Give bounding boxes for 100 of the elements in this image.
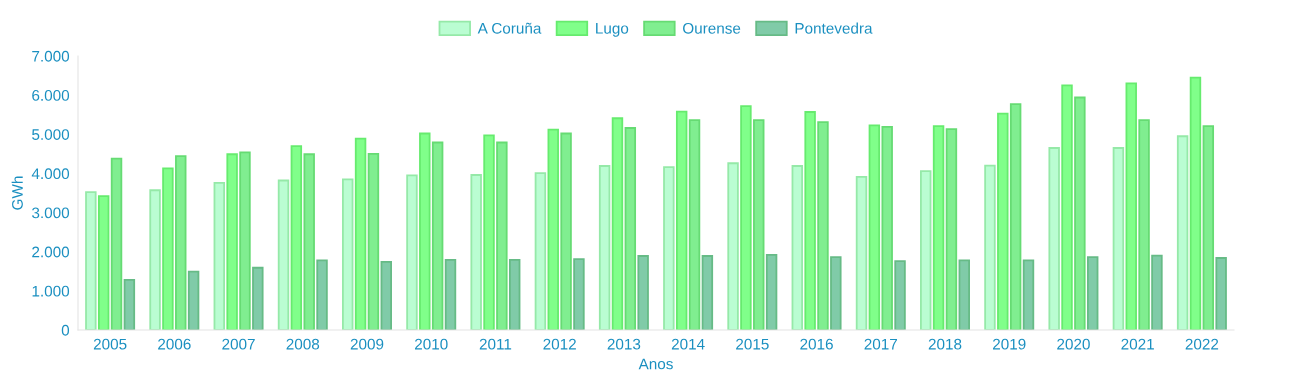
bar xyxy=(483,134,495,330)
bar xyxy=(1061,84,1073,330)
bar xyxy=(110,157,123,330)
bar xyxy=(290,145,303,330)
bar xyxy=(97,195,110,330)
y-tick-label: 5.000 xyxy=(32,129,70,140)
bar xyxy=(419,132,431,330)
bar xyxy=(611,117,624,330)
bar xyxy=(830,256,842,330)
bar xyxy=(1189,76,1202,330)
y-axis-title: GWh xyxy=(11,176,23,210)
bar xyxy=(547,128,559,330)
bar xyxy=(573,258,585,330)
y-tick-label: 2.000 xyxy=(32,246,70,258)
bar xyxy=(342,178,354,330)
bar xyxy=(380,260,392,330)
bar xyxy=(997,112,1009,330)
x-tick-label: 2013 xyxy=(607,338,641,350)
bar xyxy=(1048,147,1060,330)
bar xyxy=(406,174,418,330)
y-tick-label: 7.000 xyxy=(32,50,70,62)
bar xyxy=(470,174,482,330)
bar xyxy=(354,137,367,330)
x-tick-label: 2020 xyxy=(1057,338,1090,350)
x-tick-label: 2007 xyxy=(222,338,255,350)
x-tick-label: 2014 xyxy=(671,338,705,350)
x-tick-label: 2019 xyxy=(993,338,1026,350)
bar xyxy=(765,253,778,330)
bar xyxy=(213,181,226,330)
bar xyxy=(1125,82,1137,330)
bar xyxy=(598,165,611,330)
x-tick-label: 2010 xyxy=(415,338,448,350)
x-tick-label: 2006 xyxy=(158,338,191,350)
x-axis-title: Anos xyxy=(638,358,673,370)
bar xyxy=(984,164,996,330)
bar xyxy=(149,189,161,330)
bar xyxy=(868,124,881,330)
bar xyxy=(688,119,701,330)
bar xyxy=(932,125,945,330)
bar xyxy=(920,170,932,330)
bar xyxy=(1022,259,1035,330)
bar xyxy=(1151,254,1163,330)
bar xyxy=(1202,125,1215,330)
bar xyxy=(85,191,97,330)
bar xyxy=(367,152,380,330)
bar xyxy=(727,162,739,330)
y-tick-label: 6.000 xyxy=(32,90,70,101)
x-tick-label: 2015 xyxy=(736,338,769,350)
bar xyxy=(123,278,136,330)
legend-label: Lugo xyxy=(596,23,629,37)
bar xyxy=(316,259,328,330)
bar xyxy=(303,153,315,330)
bar xyxy=(162,167,174,330)
legend-label: Pontevedra xyxy=(795,22,873,34)
y-tick-label: 4.000 xyxy=(31,168,70,180)
bar xyxy=(1176,135,1189,330)
bar xyxy=(624,127,637,330)
bar xyxy=(804,111,816,330)
bar xyxy=(277,179,290,330)
bar xyxy=(881,125,893,330)
bar xyxy=(1112,147,1125,330)
bar xyxy=(791,165,804,330)
x-tick-label: 2021 xyxy=(1121,338,1154,350)
x-tick-label: 2016 xyxy=(800,338,833,350)
bar xyxy=(534,172,547,330)
x-tick-label: 2008 xyxy=(286,338,320,350)
x-tick-label: 2022 xyxy=(1185,338,1219,350)
bar xyxy=(431,141,444,330)
bar xyxy=(855,176,868,330)
bar xyxy=(1086,256,1099,330)
bar xyxy=(444,259,457,330)
bar xyxy=(175,155,187,330)
bar xyxy=(740,105,752,330)
x-tick-label: 2009 xyxy=(350,338,384,350)
x-tick-label: 2012 xyxy=(543,338,576,350)
bar xyxy=(637,255,649,330)
x-tick-label: 2018 xyxy=(928,338,962,350)
bar xyxy=(753,119,765,330)
x-tick-label: 2011 xyxy=(479,338,512,350)
bar xyxy=(663,166,675,330)
y-tick-label: 3.000 xyxy=(32,207,70,219)
y-tick-label: 1.000 xyxy=(32,285,70,297)
bar xyxy=(1009,103,1022,330)
x-tick-label: 2005 xyxy=(93,338,127,350)
bar xyxy=(226,153,238,330)
bar xyxy=(1074,96,1086,330)
legend-label: Ourense xyxy=(683,22,741,34)
bar xyxy=(945,128,958,330)
bar xyxy=(675,110,688,330)
bar xyxy=(508,259,521,330)
bar xyxy=(560,132,572,330)
bar xyxy=(1215,257,1227,330)
bar xyxy=(496,141,508,330)
bar xyxy=(239,151,251,330)
legend-label: A Coruña xyxy=(477,22,542,34)
bar xyxy=(701,255,714,330)
x-tick-label: 2017 xyxy=(864,338,898,350)
bar xyxy=(817,121,829,330)
y-tick-label: 0 xyxy=(61,324,70,336)
bar xyxy=(894,260,906,330)
